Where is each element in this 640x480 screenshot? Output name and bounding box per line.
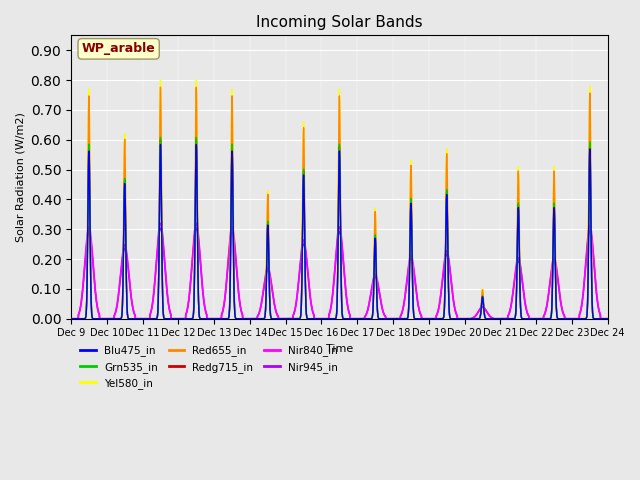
Title: Incoming Solar Bands: Incoming Solar Bands xyxy=(256,15,422,30)
Text: WP_arable: WP_arable xyxy=(82,42,156,55)
X-axis label: Time: Time xyxy=(326,344,353,354)
Legend: Blu475_in, Grn535_in, Yel580_in, Red655_in, Redg715_in, Nir840_in, Nir945_in: Blu475_in, Grn535_in, Yel580_in, Red655_… xyxy=(76,341,342,393)
Y-axis label: Solar Radiation (W/m2): Solar Radiation (W/m2) xyxy=(15,112,25,242)
